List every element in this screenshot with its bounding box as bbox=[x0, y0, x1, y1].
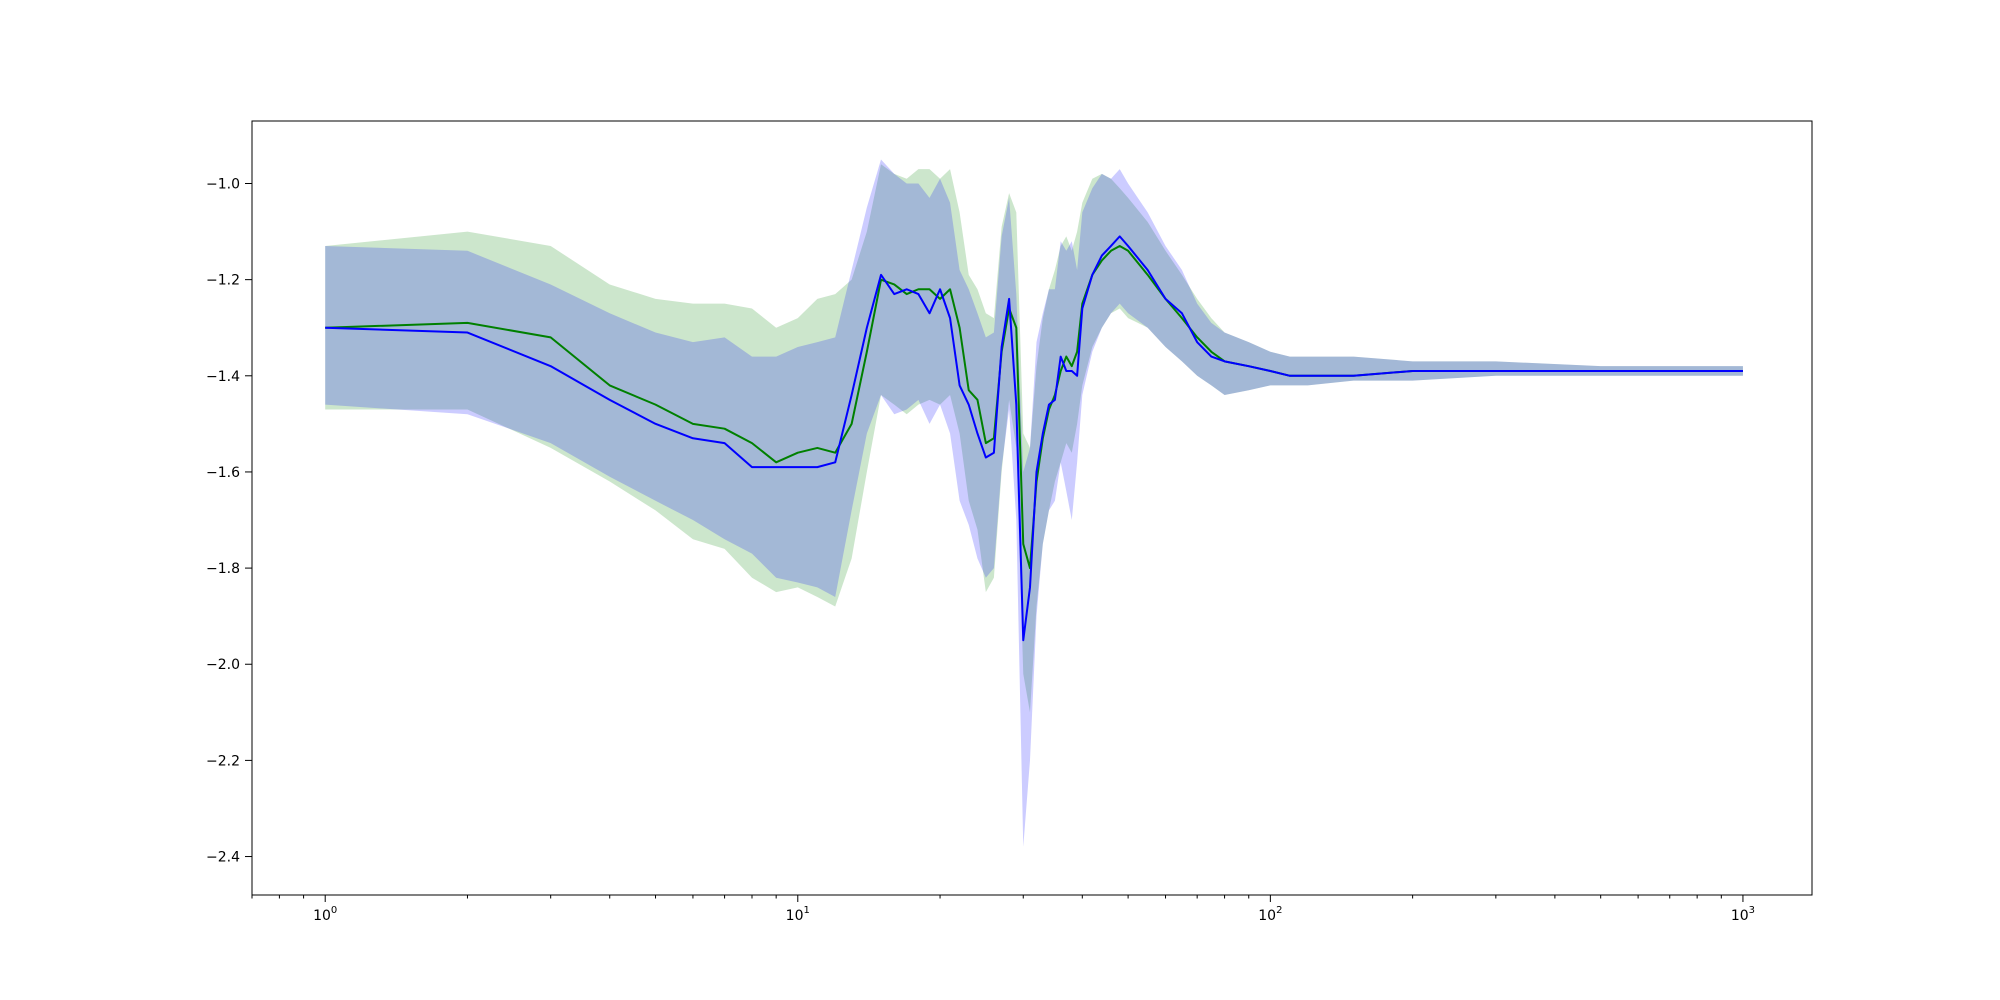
series-lines bbox=[325, 235, 1743, 642]
y-tick-label: −1.8 bbox=[206, 561, 240, 577]
y-tick-label: −2.0 bbox=[206, 657, 240, 673]
y-tick-label: −1.4 bbox=[206, 369, 240, 385]
y-tick-label: −1.0 bbox=[206, 176, 240, 192]
x-tick-label: 102 bbox=[1258, 905, 1282, 924]
y-tick-label: −1.2 bbox=[206, 273, 240, 289]
series-1-line bbox=[325, 235, 1743, 642]
series-0-band bbox=[325, 164, 1743, 713]
y-tick-label: −2.2 bbox=[206, 753, 240, 769]
series-0-line bbox=[325, 244, 1743, 570]
y-tick-label: −1.6 bbox=[206, 465, 240, 481]
x-tick-label: 100 bbox=[313, 905, 337, 924]
x-tick-label: 101 bbox=[786, 905, 810, 924]
plot-frame bbox=[251, 120, 1813, 896]
y-tick-label: −2.4 bbox=[206, 850, 240, 866]
y-axis: −1.0 −1.2 −1.4 −1.6 −1.8 −2.0 −2.2 −2.4 bbox=[206, 176, 252, 866]
x-tick-label: 103 bbox=[1731, 905, 1755, 924]
x-axis: 100 101 102 103 bbox=[251, 895, 1755, 924]
